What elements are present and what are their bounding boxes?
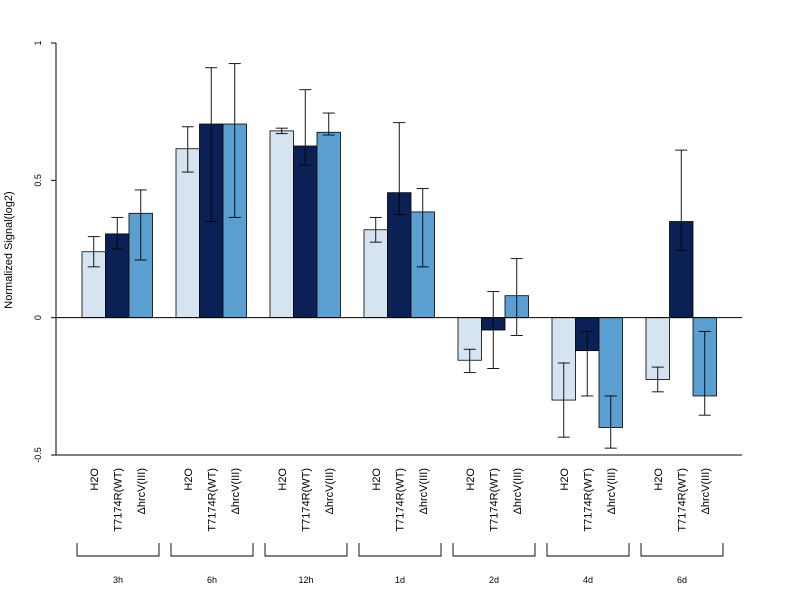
group-bracket — [546, 543, 630, 557]
y-tick-label: 0.5 — [33, 174, 43, 187]
bar — [175, 148, 200, 319]
bar-category-label: H2O — [89, 468, 101, 491]
bar-category-label: T7174R(WT) — [112, 468, 124, 532]
y-tick-label: -0.5 — [33, 447, 43, 463]
bar-labels: H2O T7174R(WT) ΔhrcV(III) H2O T7174R(WT) Δhrc… — [89, 468, 712, 532]
group-bracket — [170, 543, 254, 557]
bar-category-label: T7174R(WT) — [300, 468, 312, 532]
bar-category-label: T7174R(WT) — [488, 468, 500, 532]
y-tick-label: 1 — [33, 40, 43, 45]
bar-category-label: H2O — [465, 468, 477, 491]
group-bracket — [640, 543, 724, 557]
group-label: 3h — [113, 575, 123, 585]
group-label: 6d — [677, 575, 687, 585]
bar-category-label: T7174R(WT) — [206, 468, 218, 532]
bar — [269, 130, 294, 319]
group-bracket — [452, 543, 536, 557]
y-axis: -0.5 0 0.5 1 — [33, 40, 57, 463]
group-brackets: 3h 6h 12h 1d 2d 4d 6d — [76, 543, 724, 585]
group-label: 6h — [207, 575, 217, 585]
bar-category-label: H2O — [277, 468, 289, 491]
group-bracket — [76, 543, 160, 557]
group-bracket — [358, 543, 442, 557]
bar-category-label: T7174R(WT) — [676, 468, 688, 532]
bar-category-label: ΔhrcV(III) — [324, 468, 336, 514]
bar-category-label: ΔhrcV(III) — [418, 468, 430, 514]
bar-category-label: ΔhrcV(III) — [230, 468, 242, 514]
bar-category-label: H2O — [183, 468, 195, 491]
group-label: 1d — [395, 575, 405, 585]
bar-category-label: ΔhrcV(III) — [136, 468, 148, 514]
group-label: 12h — [298, 575, 313, 585]
bar-category-label: H2O — [371, 468, 383, 491]
bar-category-label: T7174R(WT) — [394, 468, 406, 532]
group-label: 2d — [489, 575, 499, 585]
y-tick-label: 0 — [33, 315, 43, 320]
bar-category-label: H2O — [653, 468, 665, 491]
y-axis-label: Normalized Signal(log2) — [3, 191, 15, 308]
bar-category-label: ΔhrcV(III) — [512, 468, 524, 514]
bar — [363, 229, 388, 319]
bar-category-label: ΔhrcV(III) — [606, 468, 618, 514]
group-bracket — [264, 543, 348, 557]
error-bars — [87, 63, 711, 449]
zero-line-group — [56, 317, 742, 456]
bar — [293, 145, 318, 319]
bar-category-label: ΔhrcV(III) — [700, 468, 712, 514]
bar-category-label: T7174R(WT) — [582, 468, 594, 532]
bar-category-label: H2O — [559, 468, 571, 491]
group-label: 4d — [583, 575, 593, 585]
bar — [316, 131, 341, 319]
